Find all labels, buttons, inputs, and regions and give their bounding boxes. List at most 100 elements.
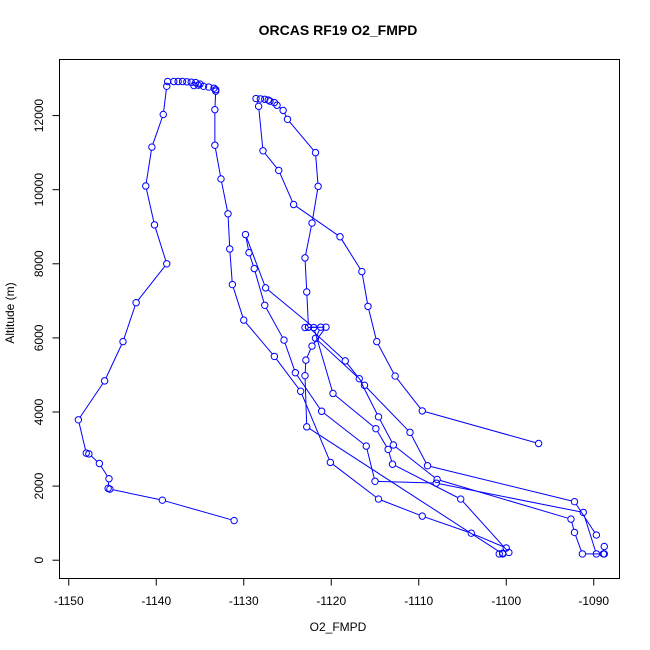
data-point xyxy=(600,550,608,558)
series-line-segment xyxy=(396,378,421,409)
series-line-segment xyxy=(361,274,368,304)
series-line-segment xyxy=(575,535,582,552)
data-point xyxy=(211,141,219,149)
data-point xyxy=(273,101,281,109)
data-point xyxy=(311,148,320,157)
series-line-segment xyxy=(249,255,254,266)
series-line-segment xyxy=(346,363,363,384)
data-point xyxy=(217,175,225,183)
series-line-segment xyxy=(152,117,163,145)
series-line-segment xyxy=(245,237,249,250)
data-point xyxy=(418,512,426,520)
data-point xyxy=(190,81,198,90)
data-point xyxy=(158,496,167,504)
series-line-segment xyxy=(304,378,308,424)
data-point xyxy=(592,550,601,558)
series-line-segment xyxy=(227,216,231,246)
data-point xyxy=(341,357,349,365)
series-line-segment xyxy=(265,307,283,338)
series-line-segment xyxy=(430,466,572,502)
x-tick-label: -1120 xyxy=(316,594,346,608)
data-point xyxy=(418,407,426,415)
data-point xyxy=(270,352,279,361)
series-line-segment xyxy=(229,252,233,282)
data-point xyxy=(314,182,322,191)
data-point xyxy=(302,356,310,364)
data-point xyxy=(264,96,272,104)
data-point xyxy=(578,550,587,558)
data-point xyxy=(423,462,432,470)
y-tick-label: 12000 xyxy=(32,99,46,133)
data-point xyxy=(199,82,208,91)
data-point xyxy=(275,166,283,175)
series-line-segment xyxy=(214,148,221,176)
data-point xyxy=(259,147,267,155)
data-point xyxy=(304,323,313,331)
data-point xyxy=(570,528,579,537)
data-point xyxy=(250,264,258,273)
y-axis: 0 2000 4000 6000 8000 10000 12000 xyxy=(32,99,60,564)
series-line-segment xyxy=(395,465,459,499)
data-point xyxy=(174,77,182,86)
data-point xyxy=(308,219,316,227)
series-line-segment xyxy=(79,383,104,418)
series-line-segment xyxy=(221,181,228,211)
series-line-segment xyxy=(306,348,312,358)
series-line-segment xyxy=(295,205,338,236)
data-point xyxy=(241,230,250,239)
series-line-segment xyxy=(245,322,273,355)
data-point xyxy=(289,200,298,209)
data-point xyxy=(212,85,220,94)
series-line-segment xyxy=(284,342,295,370)
x-tick-label: -1130 xyxy=(229,594,259,608)
series-line-segment xyxy=(368,309,377,339)
data-point xyxy=(457,495,465,503)
series-line-segment xyxy=(583,515,596,552)
data-point xyxy=(374,495,383,503)
series-line-segment xyxy=(267,289,312,326)
series-line-segment xyxy=(411,434,427,464)
data-point xyxy=(308,342,316,350)
series-line-segment xyxy=(305,226,312,255)
data-point xyxy=(212,87,220,95)
series-line-segment xyxy=(366,449,375,479)
series-line-segment xyxy=(315,155,319,184)
data-point xyxy=(82,449,90,457)
series-line-segment xyxy=(304,261,308,289)
data-point xyxy=(389,441,398,449)
data-point xyxy=(178,77,187,86)
data-point xyxy=(261,284,270,292)
series-line-segment xyxy=(425,516,469,533)
data-point xyxy=(384,445,392,454)
series-line-segment xyxy=(137,265,166,301)
series-line-segment xyxy=(306,295,309,324)
series-line-segment xyxy=(377,431,387,447)
data-point xyxy=(495,550,503,558)
x-axis: -1150 -1140 -1130 -1120 -1110 -1100 -1090 xyxy=(54,578,609,608)
data-point xyxy=(362,442,370,450)
data-point xyxy=(211,105,219,114)
y-tick-label: 6000 xyxy=(32,324,46,351)
series-line-segment xyxy=(275,358,300,389)
data-point xyxy=(567,515,575,523)
series-line-segment xyxy=(379,419,393,443)
data-point xyxy=(104,484,112,493)
series-line-segment xyxy=(254,271,265,303)
data-point xyxy=(270,98,279,107)
series-line-segment xyxy=(395,446,435,478)
data-point xyxy=(317,407,326,415)
plot-frame xyxy=(59,59,620,579)
data-point xyxy=(163,260,171,268)
data-point xyxy=(291,369,300,377)
x-tick-label: -1140 xyxy=(141,594,171,608)
data-point xyxy=(266,97,274,105)
data-point xyxy=(326,458,335,467)
data-point xyxy=(261,301,269,309)
data-point xyxy=(373,337,381,346)
y-tick-label: 4000 xyxy=(32,398,46,425)
data-point xyxy=(301,323,309,332)
data-point xyxy=(100,377,109,385)
data-point xyxy=(105,474,113,483)
y-axis-label: Altitude (m) xyxy=(3,282,17,343)
x-tick-label: -1100 xyxy=(491,594,521,608)
